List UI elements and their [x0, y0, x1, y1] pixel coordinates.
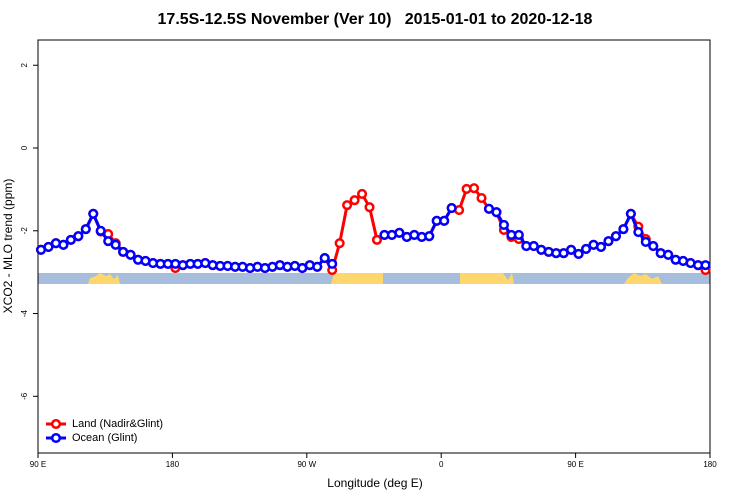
- y-tick-label: -4: [20, 309, 29, 317]
- point: [566, 244, 577, 255]
- point: [394, 227, 405, 238]
- plot-frame: [37, 39, 711, 454]
- point: [625, 208, 636, 219]
- legend-label: Ocean (Glint): [72, 432, 137, 444]
- point: [88, 208, 99, 219]
- point: [80, 224, 91, 235]
- point: [491, 207, 502, 218]
- point: [125, 249, 136, 260]
- land-strip: [624, 273, 662, 284]
- point: [342, 200, 353, 211]
- x-tick-label: 90 E: [30, 460, 46, 469]
- point: [498, 219, 509, 231]
- legend-marker: [50, 432, 62, 444]
- y-axis-label: XCO2 - MLO trend (ppm): [1, 179, 15, 314]
- point: [469, 183, 480, 194]
- point: [110, 239, 121, 250]
- land-strip: [460, 273, 514, 284]
- point: [603, 236, 614, 247]
- point: [424, 231, 435, 242]
- point: [581, 243, 592, 255]
- point: [43, 241, 54, 252]
- point: [618, 224, 629, 235]
- surface-strip: [38, 273, 710, 284]
- point: [528, 241, 539, 252]
- point: [573, 248, 584, 259]
- x-tick-label: 90 W: [297, 460, 316, 469]
- x-tick-label: 90 E: [567, 460, 583, 469]
- point: [364, 202, 375, 213]
- land-strip: [88, 273, 120, 284]
- point: [633, 226, 644, 238]
- point: [103, 236, 114, 247]
- x-tick-label: 180: [166, 460, 180, 469]
- point: [640, 236, 651, 247]
- point: [327, 258, 338, 269]
- point: [357, 188, 368, 199]
- x-tick-label: 180: [703, 460, 717, 469]
- legend-label: Land (Nadir&Glint): [72, 418, 163, 430]
- y-tick-label: 2: [20, 62, 29, 67]
- point: [334, 238, 345, 249]
- point: [65, 234, 76, 245]
- point: [595, 241, 607, 252]
- point: [476, 193, 487, 204]
- y-tick-label: -2: [20, 227, 29, 235]
- point: [610, 231, 621, 242]
- point: [439, 215, 450, 226]
- point: [95, 225, 106, 236]
- point: [73, 231, 84, 242]
- x-axis-label: Longitude (deg E): [327, 476, 422, 490]
- point: [663, 249, 674, 260]
- point: [319, 253, 330, 264]
- point: [371, 234, 383, 245]
- legend-marker: [50, 418, 62, 430]
- point: [312, 261, 323, 272]
- point: [58, 239, 69, 250]
- point: [513, 229, 524, 240]
- land-strip: [331, 273, 383, 284]
- point: [446, 202, 457, 214]
- point: [349, 195, 360, 206]
- y-tick-label: 0: [20, 145, 29, 150]
- point: [648, 241, 659, 252]
- x-tick-label: 0: [439, 460, 444, 469]
- y-tick-label: -6: [20, 392, 29, 400]
- point: [700, 260, 711, 271]
- chart-title: 17.5S-12.5S November (Ver 10) 2015-01-01…: [158, 11, 593, 28]
